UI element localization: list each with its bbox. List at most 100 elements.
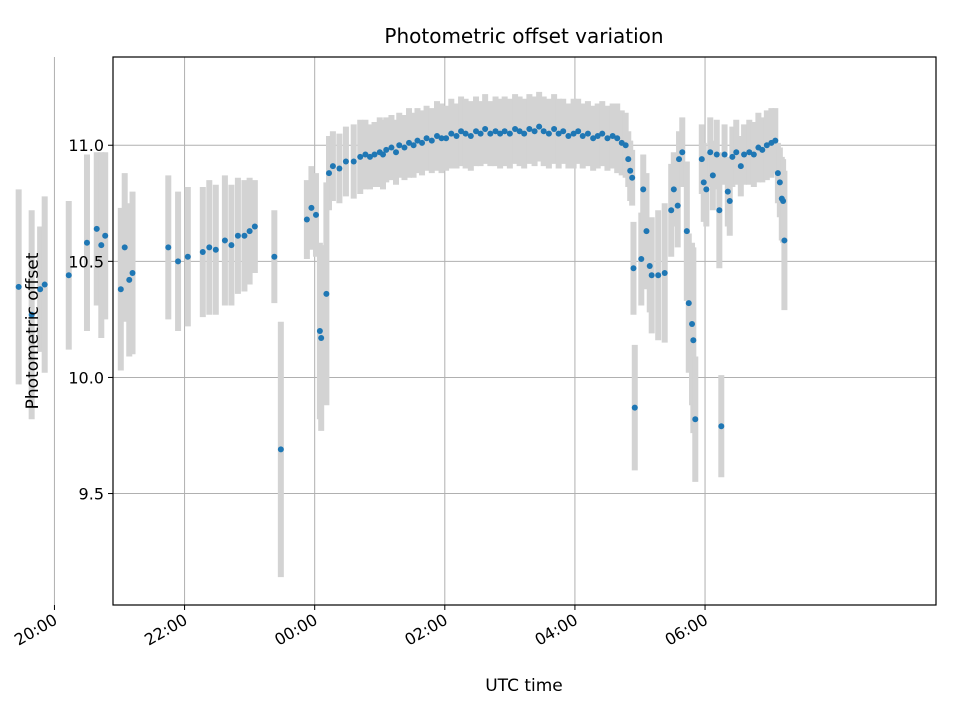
data-point	[458, 128, 465, 135]
data-point	[594, 132, 601, 139]
data-point	[121, 244, 128, 251]
data-point	[521, 130, 528, 137]
data-point	[336, 165, 343, 172]
data-point	[126, 276, 133, 283]
data-point	[661, 269, 668, 276]
data-point	[643, 228, 650, 235]
data-point	[65, 272, 72, 279]
y-axis-ticks: 9.5 10.0 10.5 11.0	[68, 136, 113, 504]
data-point	[526, 125, 533, 132]
data-point	[497, 130, 504, 137]
data-point	[690, 337, 697, 344]
data-point	[698, 156, 705, 163]
data-point	[584, 130, 591, 137]
data-point	[396, 142, 403, 149]
data-point	[629, 174, 636, 181]
data-point	[599, 130, 606, 137]
data-point	[689, 321, 696, 328]
data-point	[721, 151, 728, 158]
data-point	[83, 239, 90, 246]
data-point	[622, 142, 629, 149]
data-point	[604, 135, 611, 142]
data-point	[318, 334, 325, 341]
data-point	[575, 128, 582, 135]
data-point	[516, 128, 523, 135]
data-point	[545, 130, 552, 137]
data-point	[718, 423, 725, 430]
data-point	[627, 167, 634, 174]
data-point	[303, 216, 310, 223]
data-point	[393, 149, 400, 156]
data-point	[102, 232, 109, 239]
data-point	[536, 123, 543, 130]
data-point	[692, 416, 699, 423]
data-point	[234, 232, 241, 239]
data-point	[410, 142, 417, 149]
data-point	[674, 202, 681, 209]
data-point	[271, 253, 278, 260]
data-point	[246, 228, 253, 235]
data-point	[492, 128, 499, 135]
data-point	[716, 207, 723, 214]
data-point	[750, 151, 757, 158]
data-point	[117, 286, 124, 293]
data-point	[741, 151, 748, 158]
data-point	[98, 242, 105, 249]
data-point	[329, 163, 336, 170]
plot-frame	[112, 56, 937, 606]
data-point	[165, 244, 172, 251]
data-point	[638, 256, 645, 263]
data-point	[366, 153, 373, 160]
data-point	[670, 186, 677, 193]
y-axis-label: Photometric offset	[23, 252, 43, 409]
data-point	[221, 237, 228, 244]
data-point	[679, 149, 686, 156]
y-tick-label: 9.5	[79, 485, 104, 504]
data-point	[780, 197, 787, 204]
data-point	[228, 242, 235, 249]
data-point	[251, 223, 258, 230]
data-point	[726, 197, 733, 204]
data-point	[570, 130, 577, 137]
data-point	[175, 258, 182, 265]
data-point	[776, 179, 783, 186]
data-point	[700, 179, 707, 186]
data-point	[640, 186, 647, 193]
data-point	[676, 156, 683, 163]
data-point	[467, 132, 474, 139]
data-point	[487, 130, 494, 137]
data-point	[388, 144, 395, 151]
data-point	[781, 237, 788, 244]
data-point	[737, 163, 744, 170]
data-point	[312, 211, 319, 218]
data-point	[501, 128, 508, 135]
data-point	[93, 225, 100, 232]
data-point	[713, 151, 720, 158]
data-point	[506, 130, 513, 137]
data-point	[646, 262, 653, 269]
y-tick-label: 10.5	[68, 252, 104, 271]
data-point	[774, 170, 781, 177]
data-point	[555, 130, 562, 137]
data-point	[477, 130, 484, 137]
data-point	[350, 158, 357, 165]
data-point	[703, 186, 710, 193]
data-point	[648, 272, 655, 279]
data-point	[414, 137, 421, 144]
data-point	[433, 132, 440, 139]
data-point	[419, 139, 426, 146]
data-point	[733, 149, 740, 156]
data-point	[759, 146, 766, 153]
data-point	[28, 311, 35, 318]
data-point	[772, 137, 779, 144]
data-point	[625, 156, 632, 163]
data-point	[579, 132, 586, 139]
data-point	[212, 246, 219, 253]
data-point	[709, 172, 716, 179]
data-point	[362, 151, 369, 158]
data-point	[342, 158, 349, 165]
data-point	[462, 130, 469, 137]
data-point	[655, 272, 662, 279]
data-point	[631, 404, 638, 411]
data-point	[560, 128, 567, 135]
